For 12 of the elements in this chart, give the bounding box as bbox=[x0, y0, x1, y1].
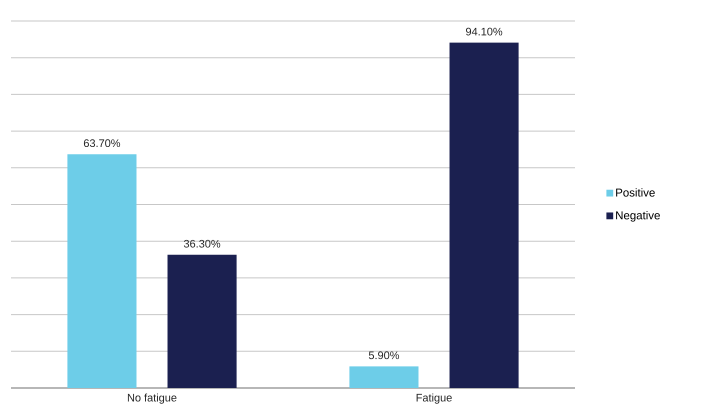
bar bbox=[349, 366, 418, 388]
data-label: 63.70% bbox=[84, 139, 120, 148]
x-tick-label: No fatigue bbox=[128, 394, 176, 404]
legend-label: Negative bbox=[616, 210, 660, 222]
data-label: 94.10% bbox=[466, 28, 502, 36]
bar bbox=[450, 42, 519, 388]
legend-label: Positive bbox=[616, 188, 655, 197]
bar bbox=[168, 254, 237, 388]
data-label: 5.90% bbox=[368, 351, 400, 360]
x-tick-label: Fatigue bbox=[416, 394, 452, 404]
bar bbox=[67, 154, 136, 388]
data-label: 36.30% bbox=[184, 240, 220, 248]
